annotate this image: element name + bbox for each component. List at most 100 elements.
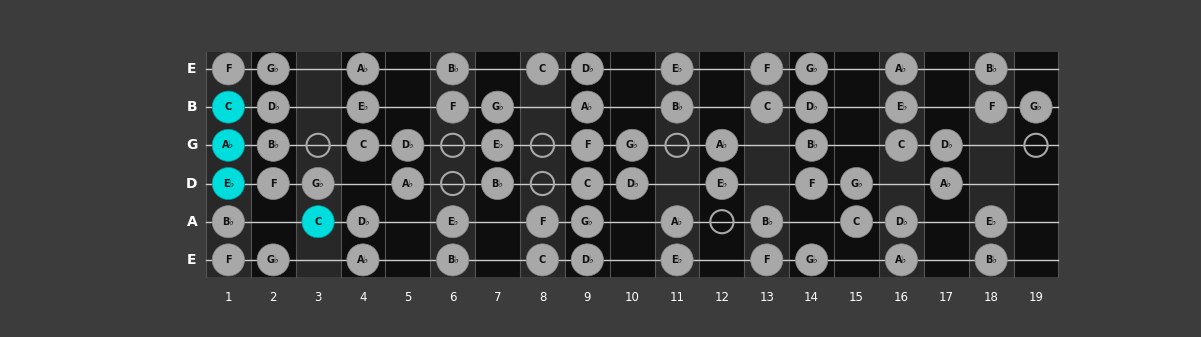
Bar: [610, 52, 655, 277]
Circle shape: [572, 91, 603, 123]
Text: 17: 17: [939, 291, 954, 304]
Circle shape: [436, 244, 468, 276]
Bar: [430, 52, 476, 277]
Circle shape: [930, 129, 962, 161]
Text: B♭: B♭: [447, 64, 459, 74]
Text: C: C: [584, 179, 591, 188]
Text: C: C: [763, 102, 770, 112]
Circle shape: [975, 206, 1008, 238]
Circle shape: [795, 53, 827, 85]
Circle shape: [436, 206, 468, 238]
Circle shape: [482, 129, 514, 161]
Circle shape: [885, 206, 918, 238]
Text: D♭: D♭: [626, 179, 639, 188]
Text: 7: 7: [494, 291, 501, 304]
Text: F: F: [539, 217, 545, 227]
Text: B: B: [186, 100, 197, 114]
Text: B♭: B♭: [671, 102, 683, 112]
Circle shape: [661, 53, 693, 85]
Text: G♭: G♭: [1029, 102, 1042, 112]
Bar: [833, 52, 879, 277]
Circle shape: [572, 244, 603, 276]
Text: D♭: D♭: [401, 140, 414, 150]
Text: E♭: E♭: [671, 255, 682, 265]
Circle shape: [795, 167, 827, 200]
Text: 9: 9: [584, 291, 591, 304]
Text: A♭: A♭: [222, 140, 234, 150]
Circle shape: [975, 244, 1008, 276]
Text: E♭: E♭: [447, 217, 459, 227]
Text: B♭: B♭: [985, 255, 997, 265]
Text: A♭: A♭: [581, 102, 593, 112]
Text: G♭: G♭: [806, 255, 818, 265]
Circle shape: [795, 129, 827, 161]
Text: F: F: [987, 102, 994, 112]
Bar: [789, 52, 833, 277]
Text: A: A: [186, 215, 197, 229]
Text: G♭: G♭: [581, 217, 593, 227]
Bar: [295, 52, 341, 277]
Circle shape: [841, 206, 873, 238]
Text: E♭: E♭: [896, 102, 907, 112]
Bar: [386, 52, 430, 277]
Circle shape: [661, 91, 693, 123]
Text: 16: 16: [894, 291, 909, 304]
Bar: [205, 52, 251, 277]
Circle shape: [392, 167, 424, 200]
Circle shape: [347, 129, 380, 161]
Circle shape: [661, 244, 693, 276]
Circle shape: [301, 206, 334, 238]
Circle shape: [257, 244, 289, 276]
Circle shape: [885, 53, 918, 85]
Bar: [924, 52, 969, 277]
Text: B♭: B♭: [222, 217, 234, 227]
Circle shape: [795, 91, 827, 123]
Text: D♭: D♭: [581, 255, 593, 265]
Text: E♭: E♭: [358, 102, 369, 112]
Text: 13: 13: [759, 291, 775, 304]
Text: 10: 10: [625, 291, 640, 304]
Circle shape: [661, 206, 693, 238]
Bar: [699, 52, 745, 277]
Text: B♭: B♭: [806, 140, 818, 150]
Text: E♭: E♭: [492, 140, 503, 150]
Circle shape: [616, 129, 649, 161]
Circle shape: [1020, 91, 1052, 123]
Text: 4: 4: [359, 291, 366, 304]
Text: C: C: [853, 217, 860, 227]
Text: A♭: A♭: [357, 255, 369, 265]
Bar: [476, 52, 520, 277]
Circle shape: [616, 167, 649, 200]
Circle shape: [751, 91, 783, 123]
Bar: [655, 52, 699, 277]
Text: E♭: E♭: [222, 179, 234, 188]
Bar: [564, 52, 610, 277]
Bar: [879, 52, 924, 277]
Circle shape: [706, 129, 739, 161]
Text: F: F: [808, 179, 815, 188]
Circle shape: [526, 53, 558, 85]
Text: B♭: B♭: [447, 255, 459, 265]
FancyBboxPatch shape: [147, 35, 1085, 305]
Text: 14: 14: [805, 291, 819, 304]
Bar: [341, 52, 386, 277]
Circle shape: [257, 167, 289, 200]
Text: B♭: B♭: [268, 140, 279, 150]
Text: B♭: B♭: [760, 217, 772, 227]
Circle shape: [213, 244, 245, 276]
Text: 11: 11: [669, 291, 685, 304]
Text: C: C: [539, 64, 546, 74]
Text: C: C: [315, 217, 322, 227]
Text: D♭: D♭: [357, 217, 369, 227]
Text: F: F: [270, 179, 276, 188]
Text: 18: 18: [984, 291, 998, 304]
Text: D♭: D♭: [940, 140, 952, 150]
Text: F: F: [225, 64, 232, 74]
Text: 19: 19: [1028, 291, 1044, 304]
Text: A♭: A♭: [716, 140, 728, 150]
Circle shape: [572, 129, 603, 161]
Bar: [205, 52, 1058, 277]
Text: D♭: D♭: [267, 102, 280, 112]
Circle shape: [975, 91, 1008, 123]
Text: G: G: [186, 138, 198, 152]
